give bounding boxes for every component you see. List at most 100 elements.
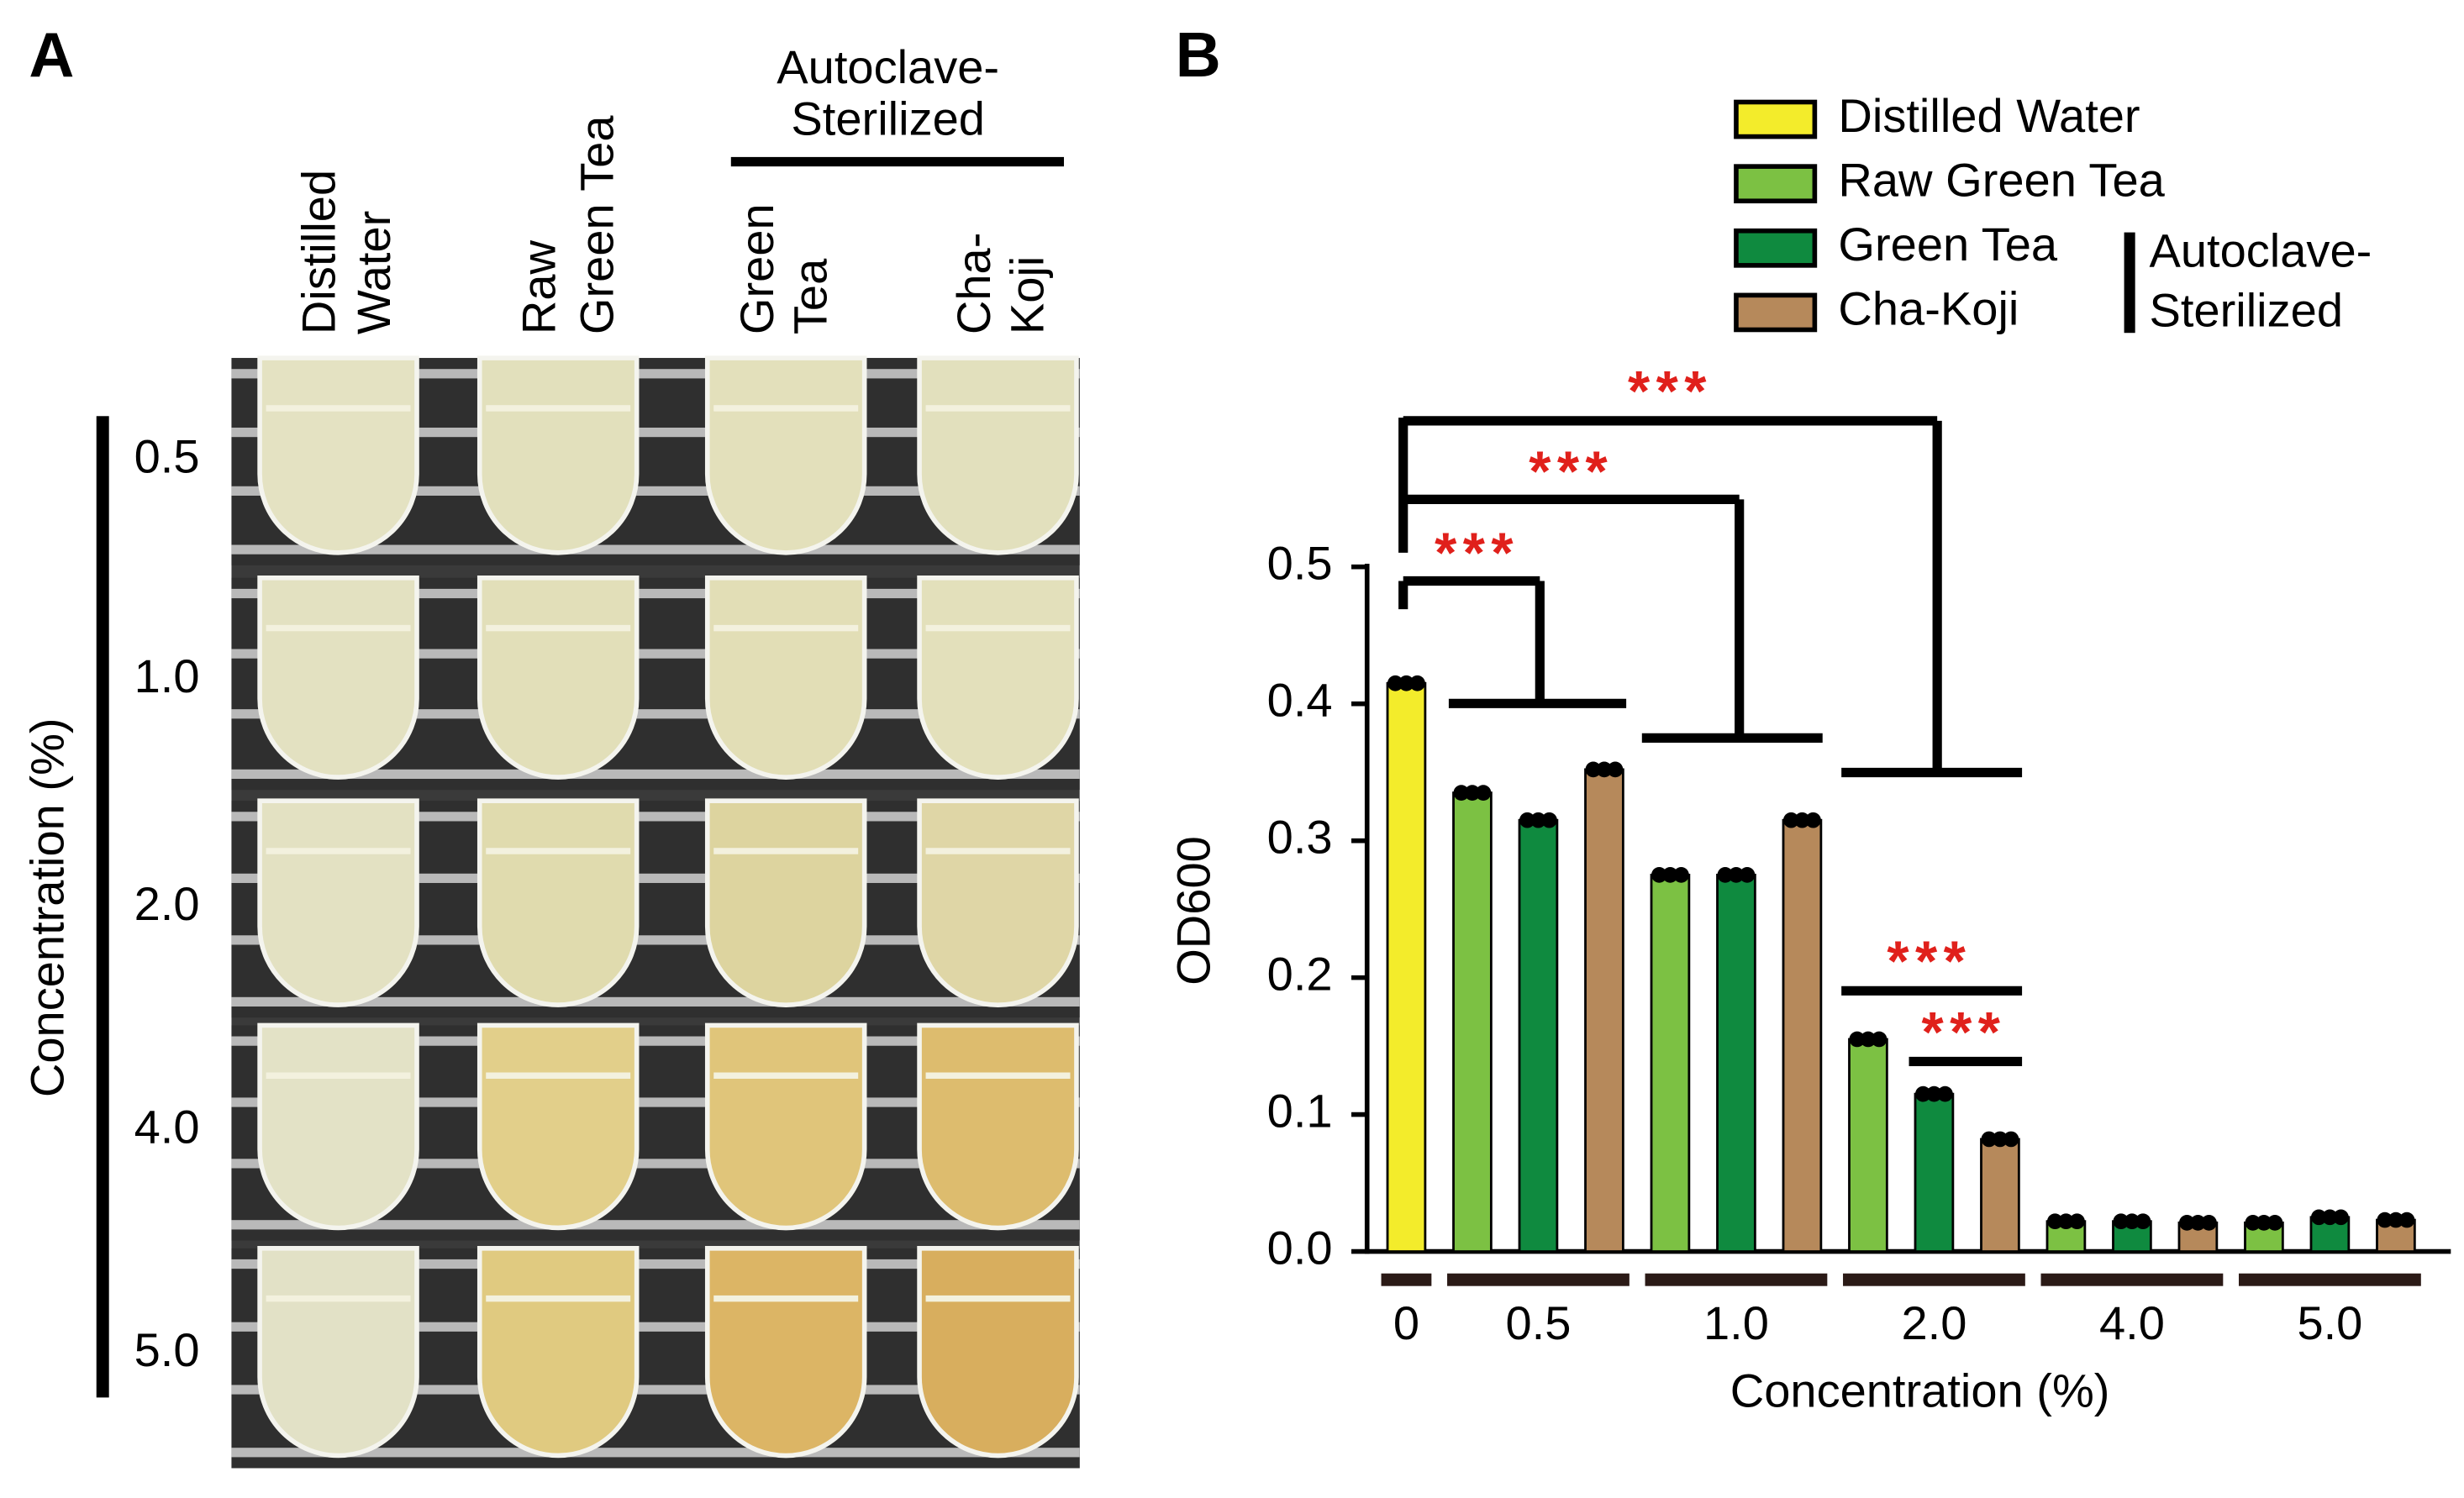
group-label: Sterilized [791,92,985,145]
replicate-dot [2322,1209,2338,1226]
x-tick-label: 0 [1393,1296,1419,1349]
group-label: Autoclave- [777,40,999,93]
rack-rail [231,427,1080,438]
significance-label: *** [1921,1001,2006,1064]
replicate-dot [1607,761,1624,778]
replicate-dot [2398,1212,2415,1228]
replicate-dot [2256,1215,2272,1231]
bar [1716,873,1756,1253]
replicate-dot [1926,1085,1942,1102]
legend-label: Green Tea [1838,218,2058,271]
bar [1386,681,1427,1253]
tube-surface [266,1072,411,1079]
rack-rail [231,812,1080,822]
replicate-dot [2046,1213,2063,1230]
tube-surface [713,405,859,412]
row-label: 0.5 [134,429,200,482]
tube-surface [266,848,411,854]
tube [257,575,419,780]
tube-surface [486,624,631,632]
group-underline [2239,1273,2421,1286]
group-underline [1645,1273,1828,1286]
replicate-dot [1387,675,1403,691]
rack-rail [231,486,1080,496]
replicate-dot [1992,1131,2009,1148]
rack-rail [231,369,1080,379]
column-label: Green [730,203,783,334]
panel-label: B [1176,19,1221,90]
significance-label: *** [1628,360,1713,423]
y-axis-label: OD600 [1167,836,1220,986]
rack-rail [231,873,1080,883]
rack-rail [231,1220,1080,1230]
tube-surface [266,1295,411,1302]
x-tick-label: 4.0 [2099,1296,2165,1349]
replicate-dot [1783,812,1799,828]
replicate-dot [1585,761,1602,778]
tube [917,798,1079,1007]
bar [1518,818,1559,1253]
row-label: 1.0 [134,649,200,702]
replicate-dot [1662,867,1678,883]
x-axis-label: Concentration (%) [1730,1364,2110,1417]
replicate-dot [2333,1209,2349,1226]
legend-label: Cha-Koji [1838,282,2019,335]
replicate-dot [1915,1085,1931,1102]
group-underline [1381,1273,1432,1286]
tube-surface [486,1295,631,1302]
tube [476,798,640,1007]
replicate-dot [1871,1031,1887,1048]
rack-rail [231,1036,1080,1046]
tube [917,575,1079,780]
tube [476,1246,640,1459]
legend-swatch [1734,164,1818,204]
x-tick-label: 1.0 [1703,1296,1769,1349]
rack-rail [231,649,1080,659]
legend-label: Distilled Water [1838,89,2140,142]
tube-surface [713,1295,859,1302]
y-tick-label: 0.3 [1267,810,1333,863]
bar [1782,818,1823,1253]
replicate-dot [2201,1215,2217,1231]
tube [257,1022,419,1231]
replicate-dot [1849,1031,1866,1048]
rack-rail [231,544,1080,555]
column-label: Distilled [292,170,345,334]
column-label: Tea [784,258,837,334]
tube-surface [486,1072,631,1079]
photo: Distilled Water Raw Green Tea Green Tea Cha- Ko… [20,40,1080,1469]
group-underline [1843,1273,2025,1286]
tube-surface [713,624,859,632]
replicate-dot [2003,1131,2019,1148]
group-underline [2040,1273,2224,1286]
replicate-dot [2388,1212,2404,1228]
tube [704,1022,867,1231]
tube [476,575,640,780]
replicate-dot [1541,812,1557,828]
replicate-dot [1464,785,1481,801]
tube-surface [713,848,859,854]
replicate-dot [2113,1213,2130,1230]
tube-surface [925,405,1071,412]
replicate-dot [1728,867,1745,883]
replicate-dot [1673,867,1689,883]
tube-surface [925,1295,1071,1302]
chart: 0.0 0.1 0.2 0.3 0.4 0.5 OD600 Concentration (%)… [1167,89,2451,1417]
row-axis-bar [96,416,109,1398]
replicate-dot [1739,867,1756,883]
x-tick-label: 5.0 [2297,1296,2362,1349]
rack-rail [231,1385,1080,1395]
legend-label: Raw Green Tea [1838,153,2165,206]
replicate-dot [1453,785,1470,801]
replicate-dot [2310,1209,2327,1226]
replicate-dot [2058,1213,2074,1230]
rack-rail [231,935,1080,945]
replicate-dot [1794,812,1810,828]
replicate-dot [2245,1215,2261,1231]
replicate-dot [2135,1213,2151,1230]
panel-label: A [29,19,74,90]
replicate-dot [1651,867,1667,883]
row-axis-label: Concentration (%) [20,717,73,1097]
replicate-dot [1860,1031,1877,1048]
replicate-dot [1937,1085,1953,1102]
